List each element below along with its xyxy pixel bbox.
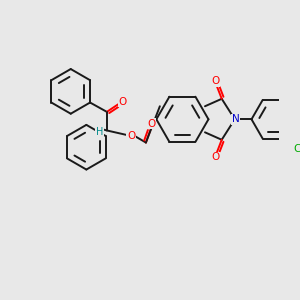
- Text: O: O: [118, 97, 127, 106]
- Text: N: N: [232, 114, 240, 124]
- Text: O: O: [147, 119, 156, 129]
- Text: Cl: Cl: [294, 144, 300, 154]
- Text: O: O: [211, 152, 219, 162]
- Text: H: H: [96, 127, 103, 137]
- Text: O: O: [211, 76, 219, 86]
- Text: O: O: [127, 131, 135, 141]
